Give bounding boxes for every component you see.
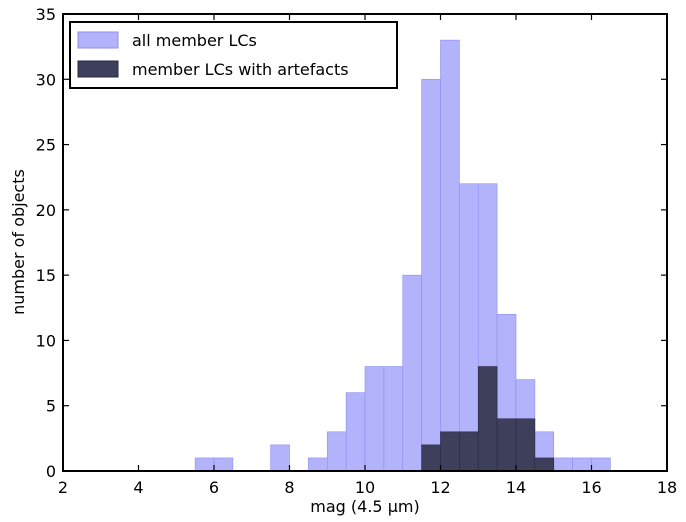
legend-swatch-artefacts — [77, 60, 119, 78]
y-tick-label: 0 — [46, 462, 56, 481]
bar-all-members — [402, 274, 422, 472]
bar-all-members — [364, 366, 385, 472]
axis-tick-labels: 2 4 6 8 10 12 14 16 18 0 5 10 15 20 25 30 35 — [36, 5, 678, 497]
bar-all-members — [345, 392, 366, 472]
y-tick-label: 15 — [36, 266, 56, 285]
x-tick-label: 12 — [430, 478, 450, 497]
bar-all-members — [270, 444, 290, 472]
legend-label-all-members: all member LCs — [132, 31, 257, 50]
legend: all member LCs member LCs with artefacts — [69, 21, 398, 89]
bar-all-members — [326, 431, 347, 472]
bar-artefacts — [496, 418, 517, 472]
y-tick-label: 35 — [36, 5, 56, 24]
x-tick-label: 8 — [284, 478, 294, 497]
x-tick-label: 18 — [657, 478, 677, 497]
plot-area-frame — [62, 13, 668, 472]
y-tick-label: 5 — [46, 397, 56, 416]
bar-all-members — [308, 457, 328, 472]
legend-label-artefacts: member LCs with artefacts — [132, 60, 349, 79]
y-axis-label: number of objects — [9, 169, 28, 315]
x-tick-label: 14 — [506, 478, 526, 497]
x-tick-label: 4 — [133, 478, 143, 497]
y-tick-label: 10 — [36, 331, 56, 350]
bar-all-members — [421, 78, 441, 472]
bar-artefacts — [515, 418, 536, 472]
bar-all-members — [383, 366, 404, 472]
x-tick-label: 2 — [58, 478, 68, 497]
bar-all-members — [572, 457, 592, 472]
bar-all-members — [194, 457, 215, 472]
y-tick-label: 20 — [36, 201, 56, 220]
y-tick-label: 25 — [36, 136, 56, 155]
legend-box — [69, 21, 398, 89]
bar-all-members — [213, 457, 234, 472]
x-tick-label: 10 — [355, 478, 375, 497]
x-axis-label: mag (4.5 μm) — [310, 497, 419, 516]
bar-artefacts — [440, 431, 460, 472]
bars-all-members — [194, 39, 611, 472]
bar-all-members — [591, 457, 611, 472]
bar-all-members — [553, 457, 573, 472]
bar-artefacts — [421, 444, 441, 472]
bar-artefacts — [477, 366, 498, 472]
bar-all-members — [459, 183, 479, 472]
y-tick-label: 30 — [36, 70, 56, 89]
x-tick-label: 6 — [209, 478, 219, 497]
bar-artefacts — [459, 431, 479, 472]
bars-artefacts — [421, 366, 555, 472]
bar-all-members — [440, 39, 460, 472]
bar-artefacts — [534, 457, 555, 472]
legend-swatch-all-members — [77, 31, 119, 49]
x-tick-label: 16 — [581, 478, 601, 497]
